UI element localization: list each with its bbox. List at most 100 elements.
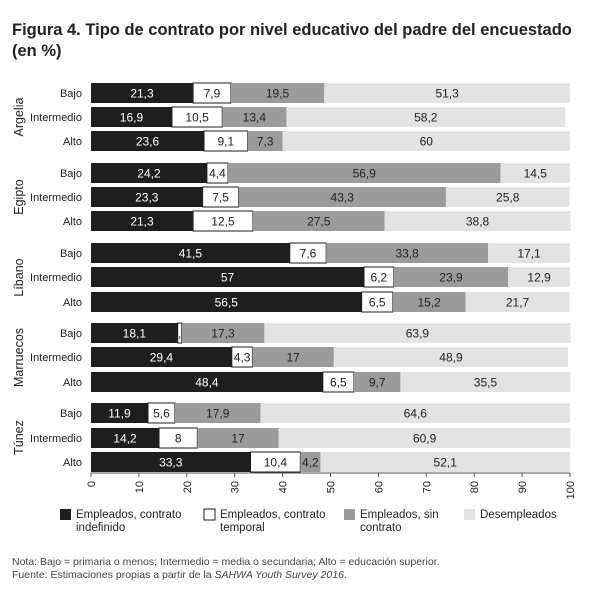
data-label: 17,1 — [517, 247, 541, 261]
source-title: SAHWA Youth Survey 2016 — [214, 569, 344, 581]
data-label: 23,3 — [135, 191, 159, 205]
bar-segment — [353, 372, 401, 392]
data-label: 56,9 — [353, 167, 377, 181]
legend-swatch — [60, 509, 71, 520]
country-label: Argelia — [12, 98, 26, 137]
legend-swatch — [344, 509, 355, 520]
data-label: 21,3 — [130, 215, 154, 229]
note-line: Nota: Bajo = primaria o menos; Intermedi… — [12, 556, 440, 568]
row-label: Alto — [63, 377, 82, 389]
data-label: 6,2 — [371, 271, 388, 285]
data-label: 10,4 — [264, 456, 288, 470]
data-label: 17,3 — [211, 327, 235, 341]
country-group: Bajo 41,5 7,6 33,8 17,1 Intermedio 57 6,2 23,9 12… — [12, 242, 570, 313]
bar-segment — [91, 428, 160, 448]
data-label: 25,8 — [496, 191, 520, 205]
bar-segment — [181, 323, 265, 343]
source-line: Fuente: Estimaciones propias a partir de… — [12, 569, 440, 582]
legend-label: contrato — [360, 522, 402, 534]
data-label: 15,2 — [417, 296, 441, 310]
bar-segment — [91, 372, 323, 392]
data-label: 33,8 — [395, 247, 419, 261]
bar-segment — [174, 403, 261, 423]
data-label: 38,8 — [466, 215, 490, 229]
x-tick-label: 60 — [373, 481, 385, 493]
bar-segment — [445, 187, 570, 207]
bar-segment — [91, 211, 194, 231]
bar-segment — [91, 347, 232, 367]
legend-label: Empleados, contrato — [220, 509, 325, 521]
data-label: 43,3 — [331, 191, 355, 205]
row-label: Bajo — [60, 408, 82, 420]
data-label: 12,9 — [527, 271, 551, 285]
data-label: 14,2 — [113, 432, 137, 446]
data-label: 24,2 — [137, 167, 161, 181]
legend: Empleados, contratoindefinidoEmpleados, … — [60, 508, 557, 534]
bar-segment — [465, 292, 570, 312]
bar-segment — [247, 131, 283, 151]
data-label: 48,9 — [439, 351, 463, 365]
data-label: 58,2 — [414, 111, 438, 125]
bar-segment — [238, 187, 446, 207]
data-label: 52,1 — [434, 456, 458, 470]
data-label: 23,9 — [439, 271, 463, 285]
row-label: Bajo — [60, 88, 82, 100]
row-label: Alto — [63, 136, 82, 148]
bar-segment — [91, 403, 148, 423]
data-label: 60,9 — [413, 432, 437, 446]
bar-segment — [91, 292, 362, 312]
data-label: 17 — [286, 351, 300, 365]
data-label: 7,6 — [300, 247, 317, 261]
bar-segment — [264, 323, 571, 343]
row-label: Alto — [63, 457, 82, 469]
bar-segment — [91, 131, 205, 151]
data-label: 63,9 — [406, 327, 430, 341]
data-label: 56,5 — [215, 296, 239, 310]
data-label: 33,3 — [159, 456, 183, 470]
data-label: 5,6 — [153, 407, 170, 421]
data-label: 8 — [175, 432, 182, 446]
row-label: Intermedio — [30, 112, 82, 124]
data-label: 6,5 — [369, 296, 386, 310]
bar-segment — [326, 243, 489, 263]
bar-segment — [91, 243, 290, 263]
source-prefix: Fuente: Estimaciones propias a partir de… — [12, 569, 215, 581]
data-label: 6,5 — [330, 376, 347, 390]
country-group: Bajo 11,9 5,6 17,9 64,6 Intermedio 14,2 8 17 60,9… — [12, 402, 571, 473]
bar-segment — [91, 163, 207, 183]
data-label: 29,4 — [150, 351, 174, 365]
row-label: Alto — [63, 297, 82, 309]
data-label: 4,2 — [302, 456, 319, 470]
data-label: 4,3 — [234, 351, 251, 365]
data-label: 19,5 — [266, 87, 290, 101]
bar-segment — [392, 292, 466, 312]
data-label: 48,4 — [195, 376, 219, 390]
bar-segment — [252, 211, 385, 231]
chart-title: Figura 4. Tipo de contrato por nivel edu… — [12, 21, 572, 60]
x-tick-label: 10 — [134, 481, 146, 493]
x-tick-label: 40 — [278, 481, 290, 493]
data-label: 9,1 — [217, 135, 234, 149]
bar-segment — [260, 403, 570, 423]
bar-segment — [488, 243, 570, 263]
bar-segment — [278, 428, 571, 448]
data-label: 18,1 — [123, 327, 147, 341]
bar-segment — [324, 83, 570, 103]
row-label: Intermedio — [30, 192, 82, 204]
data-label: 17,9 — [206, 407, 230, 421]
x-axis: 0 10 20 30 40 50 60 70 80 90 100 — [86, 472, 577, 499]
chart-footnote: Nota: Bajo = primaria o menos; Intermedi… — [12, 556, 440, 582]
data-label: 21,7 — [506, 296, 530, 310]
data-label: 41,5 — [179, 247, 203, 261]
plot-area: Bajo 21,3 7,9 19,5 51,3 Intermedio 16,9 10,5 13,… — [12, 82, 571, 473]
data-label: 14,5 — [524, 167, 548, 181]
bar-segment — [91, 323, 178, 343]
data-label: 60 — [420, 135, 434, 149]
data-label: 23,6 — [136, 135, 160, 149]
bar-segment — [91, 452, 251, 472]
bar-segment — [91, 267, 365, 287]
data-label: 35,5 — [474, 376, 498, 390]
